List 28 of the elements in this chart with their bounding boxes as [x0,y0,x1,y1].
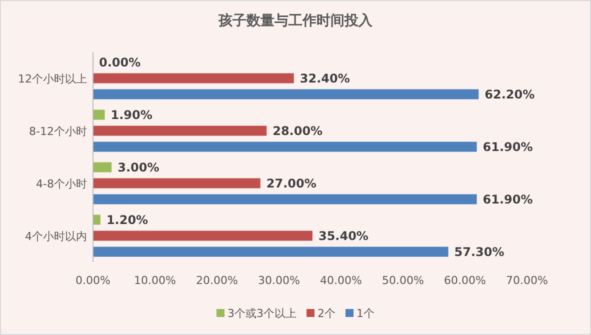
y-tick-label: 8-12个小时 [29,124,87,138]
chart-title: 孩子数量与工作时间投入 [218,12,374,29]
y-tick-label: 4个小时以内 [25,230,87,243]
data-label: 1.20% [106,212,148,227]
data-label: 3.00% [118,160,160,174]
legend-label: 1个 [356,307,374,320]
x-tick-label: 70.00% [506,274,548,287]
data-label: 61.90% [482,140,533,154]
x-tick-label: 50.00% [382,274,424,287]
data-label: 61.90% [482,192,533,206]
data-label: 0.00% [99,55,141,70]
data-label: 35.40% [318,228,368,243]
x-tick-label: 0.00% [76,274,110,287]
x-tick-label: 20.00% [196,274,238,287]
data-label: 1.90% [110,108,152,122]
y-tick-label: 12个小时以上 [18,72,87,86]
y-tick-label: 4-8个小时 [36,177,87,190]
x-tick-label: 60.00% [444,274,486,287]
x-tick-label: 10.00% [134,274,176,287]
x-tick-label: 40.00% [320,274,362,287]
data-label: 27.00% [266,176,316,190]
data-label: 28.00% [272,124,323,138]
data-label: 57.30% [454,244,504,259]
legend-label: 3个或3个以上 [228,307,296,320]
legend-label: 2个 [318,307,336,320]
data-label: 32.40% [300,71,350,86]
data-label: 62.20% [484,87,535,102]
x-tick-label: 30.00% [258,274,300,287]
